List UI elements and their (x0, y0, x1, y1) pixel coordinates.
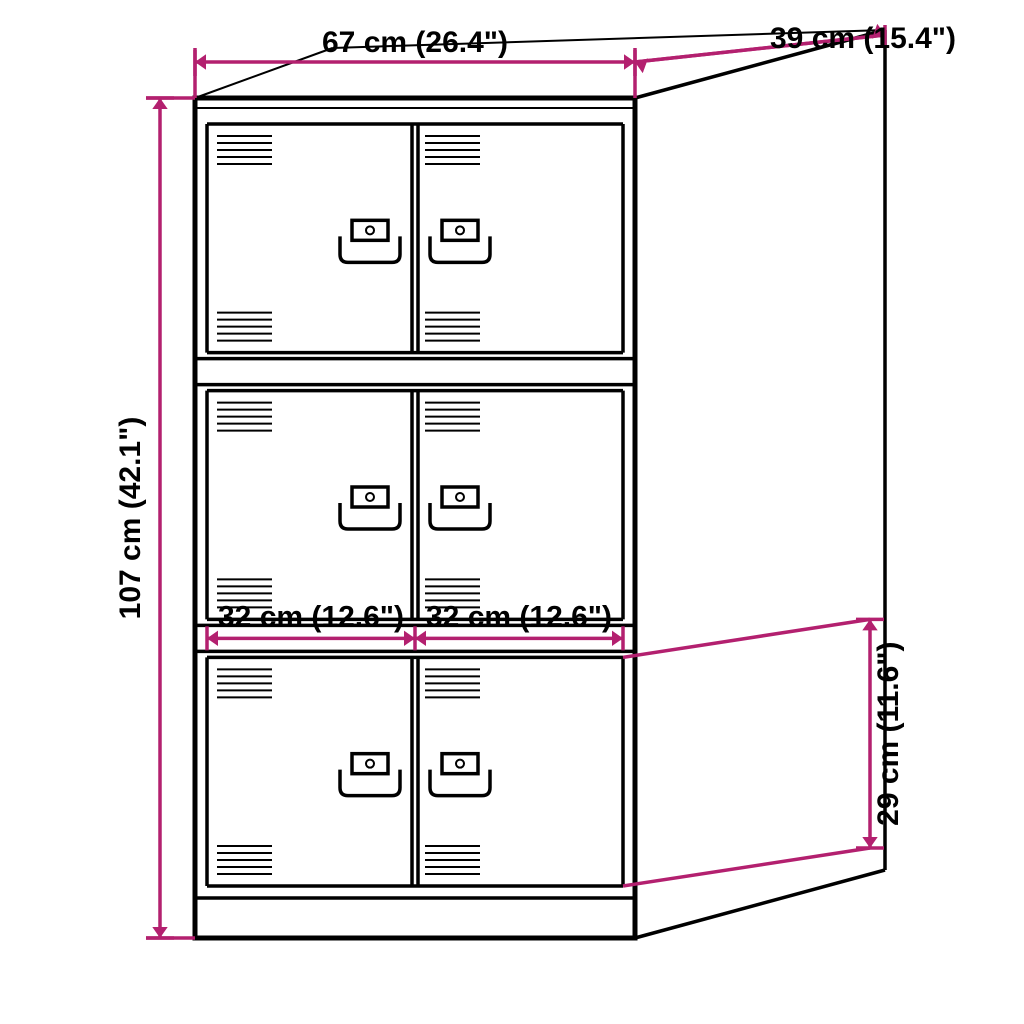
svg-text:67 cm (26.4"): 67 cm (26.4") (322, 26, 508, 59)
svg-text:29 cm (11.6"): 29 cm (11.6") (872, 641, 905, 825)
svg-text:32 cm (12.6"): 32 cm (12.6") (218, 600, 404, 633)
svg-text:32 cm (12.6"): 32 cm (12.6") (426, 600, 612, 633)
svg-text:39 cm (15.4"): 39 cm (15.4") (770, 22, 956, 55)
svg-text:107 cm (42.1"): 107 cm (42.1") (114, 417, 147, 620)
